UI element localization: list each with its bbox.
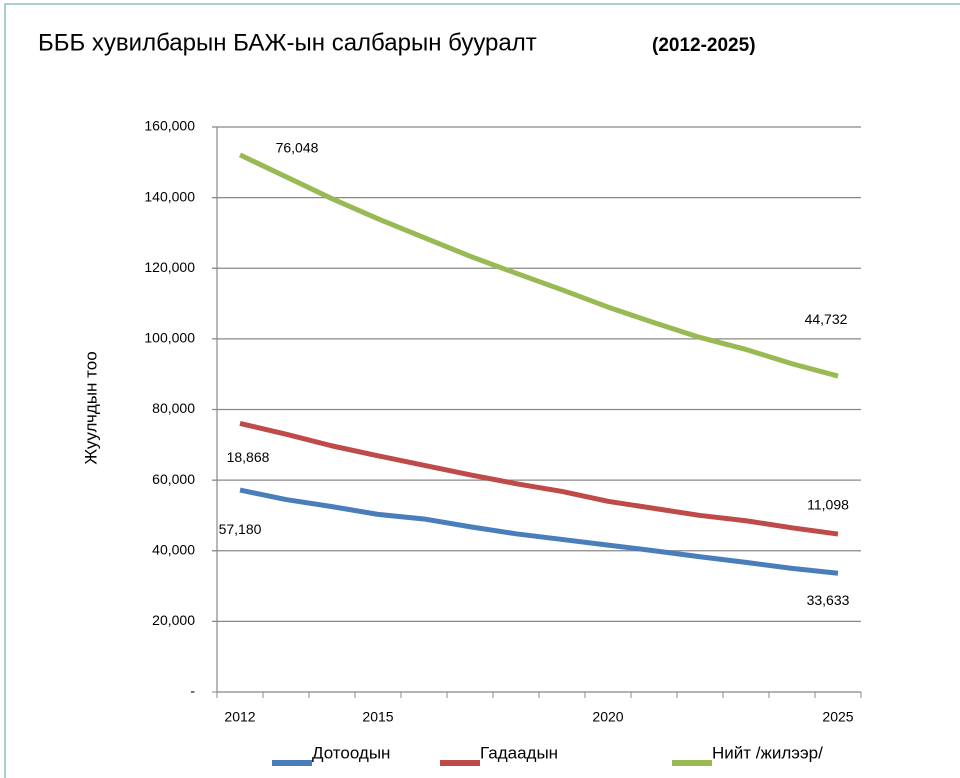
y-tick-label: 140,000 (144, 188, 195, 204)
y-tick-label: - (190, 683, 195, 699)
data-label: 33,633 (807, 592, 850, 608)
x-tick-label: 2012 (224, 709, 255, 725)
data-label: 11,098 (807, 497, 849, 513)
series-line (239, 487, 839, 576)
data-label: 57,180 (219, 521, 262, 537)
legend-label: Дотоодын (312, 743, 390, 762)
legend-label: Гадаадын (480, 743, 558, 762)
frame (4, 3, 960, 778)
x-tick-label: 2025 (822, 709, 853, 725)
y-tick-label: 120,000 (144, 259, 195, 275)
series-line (238, 152, 839, 379)
y-tick-label: 160,000 (144, 118, 195, 134)
y-tick-label: 60,000 (152, 471, 195, 487)
chart-subtitle: (2012-2025) (652, 35, 756, 56)
series-line (239, 421, 839, 537)
y-axis-label: Жуулчдын тоо (81, 351, 100, 464)
data-label: 44,732 (805, 311, 848, 327)
y-tick-label: 100,000 (144, 330, 195, 346)
legend-label: Нийт /жилээр/ (712, 743, 823, 762)
y-tick-label: 40,000 (152, 541, 195, 557)
x-tick-label: 2015 (362, 709, 393, 725)
x-tick-label: 2020 (592, 709, 623, 725)
chart-title: БББ хувилбарын БАЖ-ын салбарын бууралт (38, 29, 537, 56)
y-tick-label: 80,000 (152, 400, 195, 416)
data-label: 18,868 (227, 449, 270, 465)
y-tick-label: 20,000 (152, 612, 195, 628)
data-label: 76,048 (276, 140, 319, 156)
